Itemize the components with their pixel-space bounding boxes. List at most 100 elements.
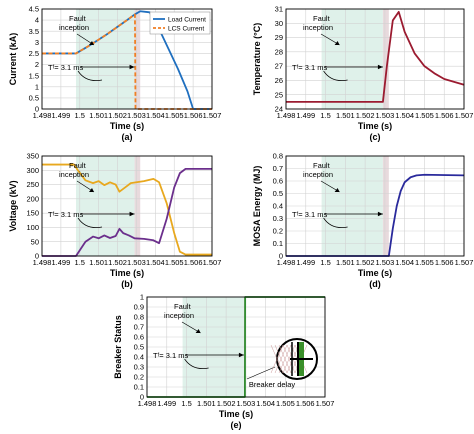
panel-d: 1.498 1.499 1.5 1.501 1.502 1.503 1.504 1.505 1.… — [252, 152, 473, 289]
tf-label-c: Tᶠ= 3.1 ms — [292, 63, 328, 72]
panel-c: 1.498 1.499 1.5 1.501 1.502 1.503 1.504 1.505 1.… — [252, 5, 473, 142]
tf-arrowhead-a — [129, 64, 135, 70]
y-tick-label-c: 25 — [275, 90, 283, 99]
tf-curve-c — [323, 70, 348, 81]
tf-curve-d — [323, 217, 348, 228]
commutation-window-c — [382, 9, 389, 109]
fault-label-line2-c: inception — [303, 23, 333, 32]
x-tick-label-d: 1.507 — [455, 258, 474, 267]
y-tick-label-a: 1 — [35, 82, 39, 91]
x-tick-label-a: 1.505 — [165, 111, 184, 120]
tf-label-a: Tᶠ= 3.1 ms — [48, 63, 84, 72]
x-tick-label-c: 1.501 — [336, 111, 355, 120]
x-axis-title-e: Time (s) — [219, 409, 253, 419]
panel-label-b: (b) — [121, 279, 133, 289]
x-axis-title-b: Time (s) — [110, 268, 144, 278]
tf-arrowhead-e — [238, 352, 244, 358]
plot-frame-a — [41, 8, 213, 110]
x-tick-label-c: 1.502 — [356, 111, 375, 120]
y-tick-label-d: 0.3 — [273, 214, 283, 223]
fault-label-line2-e: inception — [164, 311, 194, 320]
x-tick-label-a: 1.498 — [33, 111, 52, 120]
x-tick-label-d: 1.502 — [356, 258, 375, 267]
x-tick-label-d: 1.505 — [415, 258, 434, 267]
fault-arrowhead-c — [334, 41, 340, 45]
x-tick-label-c: 1.507 — [455, 111, 474, 120]
x-tick-label-e: 1.506 — [296, 399, 315, 408]
x-tick-label-c: 1.5 — [320, 111, 330, 120]
y-axis-title-d: MOSA Energy (MJ) — [252, 166, 262, 247]
y-tick-label-e: 0.1 — [134, 383, 144, 392]
x-tick-label-d: 1.501 — [336, 258, 355, 267]
plot-frame-d — [285, 155, 465, 257]
x-tick-label-a: 1.5 — [75, 111, 85, 120]
y-tick-label-b: 250 — [26, 180, 39, 189]
x-axis-title-d: Time (s) — [358, 268, 392, 278]
x-axis-title-a: Time (s) — [110, 121, 144, 131]
plot-frame-b — [41, 155, 213, 257]
x-tick-label-a: 1.501 — [89, 111, 108, 120]
x-tick-label-c: 1.498 — [277, 111, 296, 120]
x-tick-label-a: 1.499 — [51, 111, 70, 120]
y-tick-label-a: 0.5 — [29, 93, 39, 102]
y-axis-title-a: Current (kA) — [8, 33, 18, 86]
panel-label-e: (e) — [231, 420, 242, 430]
y-tick-label-d: 0 — [279, 252, 283, 261]
x-tick-label-c: 1.505 — [415, 111, 434, 120]
panel-b: 1.498 1.499 1.5 1.501 1.502 1.503 1.504 1.505 1.… — [8, 152, 221, 289]
y-tick-label-d: 0.8 — [273, 152, 283, 161]
tf-curve-e — [184, 358, 209, 369]
y-tick-label-e: 0.4 — [134, 353, 144, 362]
y-tick-label-e: 0.5 — [134, 343, 144, 352]
y-tick-label-d: 0.1 — [273, 239, 283, 248]
x-tick-label-c: 1.499 — [296, 111, 315, 120]
fault-window-c — [321, 9, 383, 109]
fault-label-c: Fault — [313, 14, 331, 23]
x-tick-label-e: 1.499 — [157, 399, 176, 408]
x-tick-label-b: 1.506 — [184, 258, 203, 267]
x-tick-label-d: 1.506 — [435, 258, 454, 267]
y-tick-label-c: 27 — [275, 62, 283, 71]
y-tick-label-e: 1 — [140, 293, 144, 302]
x-tick-label-e: 1.498 — [138, 399, 157, 408]
y-axis-title-e: Breaker Status — [113, 315, 123, 379]
x-tick-label-e: 1.503 — [236, 399, 255, 408]
y-tick-label-c: 30 — [275, 19, 283, 28]
x-tick-label-e: 1.505 — [276, 399, 295, 408]
fault-arrowhead-a — [89, 41, 94, 45]
y-tick-label-c: 29 — [275, 33, 283, 42]
x-tick-label-b: 1.507 — [203, 258, 222, 267]
x-tick-label-e: 1.507 — [316, 399, 335, 408]
fault-label-line2-b: inception — [59, 170, 89, 179]
tf-label-d: Tᶠ= 3.1 ms — [292, 210, 328, 219]
y-tick-label-e: 0.8 — [134, 313, 144, 322]
y-tick-label-e: 0.6 — [134, 333, 144, 342]
y-tick-label-a: 0 — [35, 105, 39, 114]
x-tick-label-b: 1.5 — [75, 258, 85, 267]
x-axis-title-c: Time (s) — [358, 121, 392, 131]
y-tick-label-a: 1.5 — [29, 71, 39, 80]
fault-arrowhead-d — [334, 188, 340, 192]
x-tick-label-c: 1.504 — [395, 111, 414, 120]
fault-label-a: Fault — [69, 14, 87, 23]
panel-e: 1.498 1.499 1.5 1.501 1.502 1.503 1.504 1.505 1.… — [113, 293, 334, 430]
fault-window-b — [76, 156, 135, 256]
x-tick-label-a: 1.506 — [184, 111, 203, 120]
commutation-window-a — [134, 9, 141, 109]
x-tick-label-d: 1.504 — [395, 258, 414, 267]
series-line-c-0 — [286, 10, 465, 103]
y-tick-label-c: 26 — [275, 76, 283, 85]
fault-arrowhead-b — [89, 188, 94, 192]
y-tick-label-e: 0.7 — [134, 323, 144, 332]
x-tick-label-a: 1.502 — [108, 111, 127, 120]
y-tick-label-d: 0.6 — [273, 177, 283, 186]
legend-label-0: Load Current — [168, 16, 206, 23]
y-axis-title-b: Voltage (kV) — [8, 180, 18, 231]
y-tick-label-e: 0.2 — [134, 373, 144, 382]
x-tick-label-d: 1.498 — [277, 258, 296, 267]
y-tick-label-c: 28 — [275, 47, 283, 56]
tf-curve-b — [77, 217, 103, 228]
panel-label-d: (d) — [369, 279, 381, 289]
y-tick-label-b: 50 — [31, 237, 39, 246]
y-tick-label-d: 0.5 — [273, 189, 283, 198]
